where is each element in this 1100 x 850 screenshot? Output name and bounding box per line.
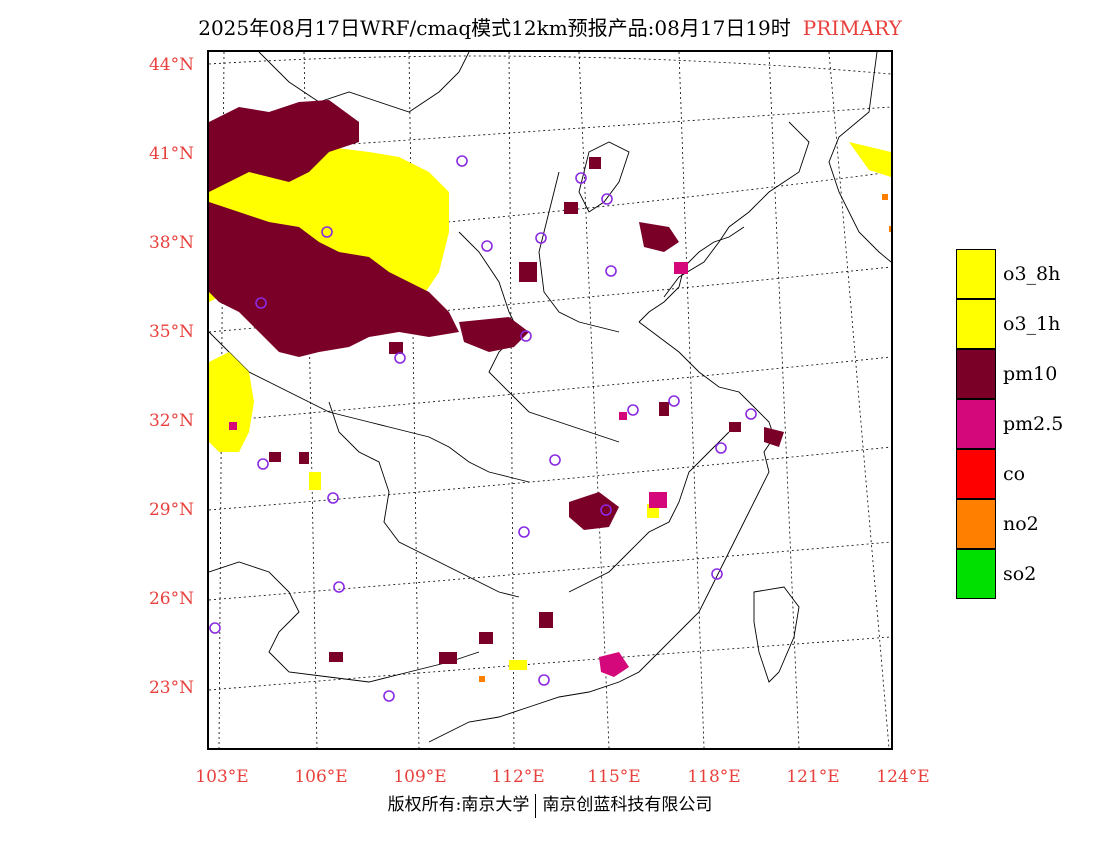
lon-label-121: 121°E: [786, 767, 840, 787]
pm10-regions: [209, 100, 784, 664]
legend-item-no2: no2: [956, 499, 1076, 549]
legend-swatch-co: [956, 449, 996, 499]
pm25-regions: [229, 262, 688, 677]
footer-left: 版权所有:南京大学: [387, 795, 530, 815]
copyright-footer: 版权所有:南京大学 南京创蓝科技有限公司: [0, 790, 1100, 818]
footer-right: 南京创蓝科技有限公司: [542, 795, 713, 815]
lat-label-35: 35°N: [148, 322, 194, 342]
legend: o3_8h o3_1h pm10 pm2.5 co no2 so2: [956, 249, 1076, 599]
lat-label-38: 38°N: [148, 233, 194, 253]
footer-separator: [535, 793, 537, 818]
legend-item-so2: so2: [956, 549, 1076, 599]
city-markers: [209, 155, 757, 702]
lat-label-44: 44°N: [148, 55, 194, 75]
lat-label-26: 26°N: [148, 589, 194, 609]
legend-label-pm25: pm2.5: [1003, 413, 1064, 435]
lon-label-109: 109°E: [393, 767, 447, 787]
legend-swatch-o3-1h: [956, 299, 996, 349]
legend-label-co: co: [1003, 463, 1026, 485]
legend-swatch-pm10: [956, 349, 996, 399]
legend-swatch-so2: [956, 549, 996, 599]
legend-label-so2: so2: [1003, 563, 1037, 585]
legend-label-o3-1h: o3_1h: [1003, 313, 1061, 335]
map-canvas: [209, 52, 891, 748]
legend-swatch-no2: [956, 499, 996, 549]
legend-label-no2: no2: [1003, 513, 1039, 535]
legend-item-pm25: pm2.5: [956, 399, 1076, 449]
chart-title: 2025年08月17日WRF/cmaq模式12km预报产品:08月17日19时 P…: [0, 12, 1100, 41]
lon-label-103: 103°E: [195, 767, 249, 787]
lat-label-32: 32°N: [148, 411, 194, 431]
title-tag: PRIMARY: [802, 16, 902, 40]
legend-label-o3-8h: o3_8h: [1003, 263, 1061, 285]
lon-label-115: 115°E: [587, 767, 641, 787]
legend-item-o3-8h: o3_8h: [956, 249, 1076, 299]
lat-label-29: 29°N: [148, 500, 194, 520]
legend-item-o3-1h: o3_1h: [956, 299, 1076, 349]
lon-label-118: 118°E: [687, 767, 741, 787]
no2-regions: [479, 194, 891, 682]
lon-label-106: 106°E: [294, 767, 348, 787]
legend-swatch-pm25: [956, 399, 996, 449]
map-frame: [207, 50, 893, 750]
legend-item-pm10: pm10: [956, 349, 1076, 399]
lat-label-41: 41°N: [148, 144, 194, 164]
legend-label-pm10: pm10: [1003, 363, 1058, 385]
title-main: 2025年08月17日WRF/cmaq模式12km预报产品:08月17日19时: [198, 16, 791, 40]
o3-regions: [209, 142, 891, 670]
lon-label-124: 124°E: [876, 767, 930, 787]
legend-swatch-o3-8h: [956, 249, 996, 299]
legend-item-co: co: [956, 449, 1076, 499]
lat-label-23: 23°N: [148, 678, 194, 698]
lon-label-112: 112°E: [491, 767, 545, 787]
